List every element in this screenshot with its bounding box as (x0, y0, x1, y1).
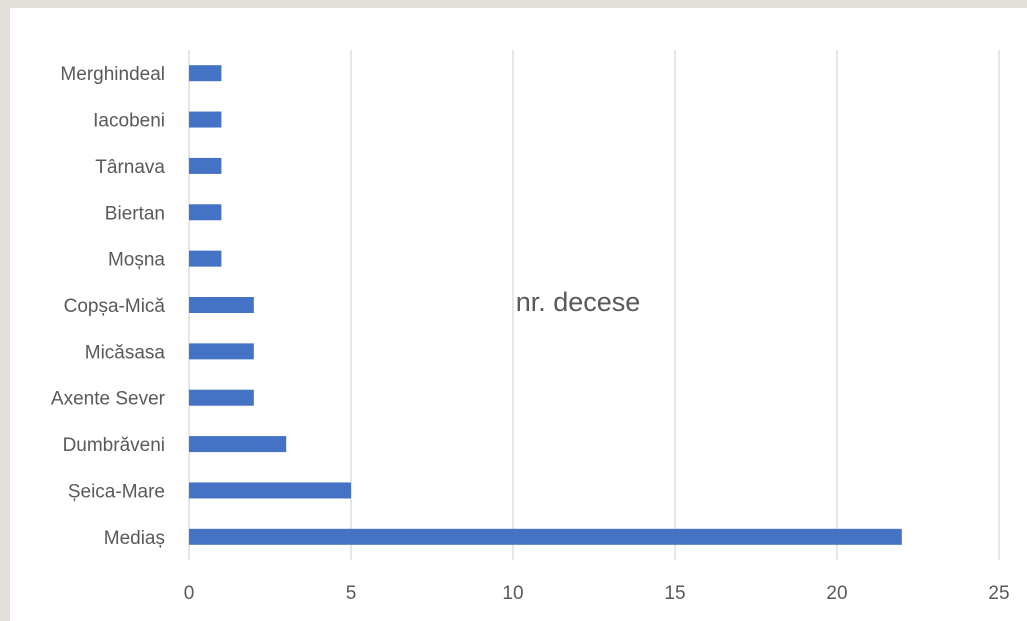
category-label: Dumbrăveni (63, 435, 165, 456)
gridlines (188, 50, 1000, 560)
chart-card: Merghindeal Iacobeni Târnava Biertan Moșna Co… (10, 8, 1027, 621)
bar-chart: Merghindeal Iacobeni Târnava Biertan Moșna Co… (51, 50, 1010, 604)
category-label: Axente Sever (51, 389, 166, 410)
x-tick-label: 0 (184, 583, 195, 604)
bar-10 (189, 528, 902, 545)
x-tick-label: 15 (664, 583, 685, 604)
x-tick-label: 25 (988, 583, 1009, 604)
bar-8 (189, 436, 287, 453)
bar-1 (189, 111, 222, 128)
bars (189, 65, 902, 545)
bar-4 (189, 250, 222, 267)
bar-9 (189, 482, 351, 499)
category-label: Mediaș (104, 528, 165, 549)
category-label: Biertan (105, 203, 165, 224)
x-tick-label: 20 (826, 583, 847, 604)
category-labels: Merghindeal Iacobeni Târnava Biertan Moșna Co… (51, 64, 166, 549)
category-label: Moșna (108, 250, 165, 271)
bar-7 (189, 389, 254, 406)
category-label: Merghindeal (60, 64, 165, 85)
bar-6 (189, 343, 254, 360)
x-tick-labels: 0 5 10 15 20 25 (184, 583, 1010, 604)
x-tick-label: 5 (346, 583, 357, 604)
bar-3 (189, 204, 222, 221)
category-label: Copșa-Mică (64, 296, 166, 317)
category-label: Iacobeni (93, 111, 165, 132)
x-tick-label: 10 (502, 583, 523, 604)
chart-title: nr. decese (516, 287, 641, 317)
category-label: Șeica-Mare (68, 481, 165, 502)
bar-2 (189, 157, 222, 174)
bar-5 (189, 297, 254, 313)
category-label: Târnava (95, 157, 165, 178)
category-label: Micăsasa (85, 342, 166, 363)
bar-0 (189, 65, 222, 82)
